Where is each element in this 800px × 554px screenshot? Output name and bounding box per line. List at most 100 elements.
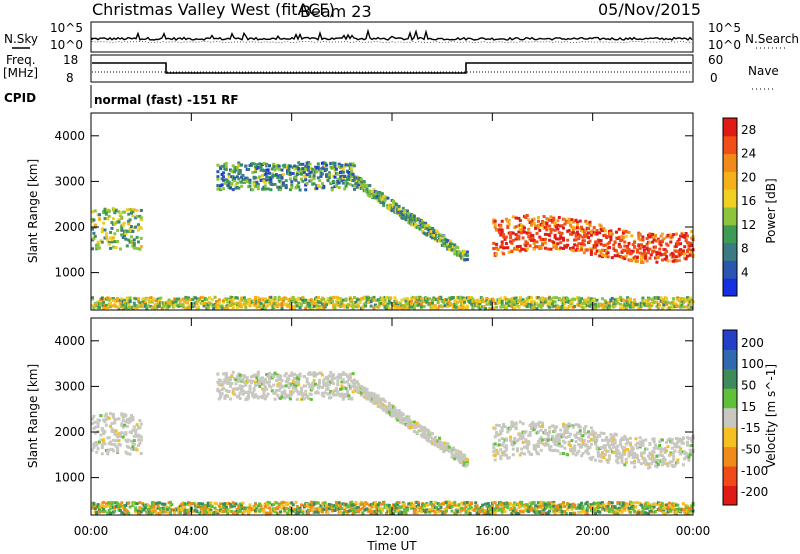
data-cell [584,305,588,309]
data-cell [658,444,662,447]
data-cell [120,215,124,219]
data-cell [344,179,348,183]
data-cell [520,301,524,305]
data-cell [111,414,115,418]
data-cell [543,300,547,304]
data-cell [128,300,132,304]
data-cell [369,296,373,300]
data-cell [138,506,142,510]
data-cell [334,184,338,188]
data-cell [315,304,319,308]
data-cell [580,445,584,449]
data-cell [113,240,117,244]
data-cell [340,384,344,388]
data-cell [268,380,271,384]
data-cell [222,299,225,303]
data-cell [617,242,621,246]
data-cell [637,244,641,248]
data-cell [206,501,210,505]
data-cell [113,232,117,236]
data-cell [308,303,312,307]
data-cell [658,453,662,457]
data-cell [251,170,255,174]
data-cell [269,298,273,302]
data-cell [683,245,687,249]
data-cell [651,302,655,306]
data-cell [602,227,606,231]
data-cell [511,238,515,242]
data-cell [326,179,330,183]
data-cell [525,305,529,308]
data-cell [530,220,533,224]
data-cell [111,297,115,301]
data-cell [217,504,221,508]
data-cell [435,229,439,233]
data-cell [514,237,518,241]
data-cell [531,233,535,237]
data-cell [601,438,604,442]
data-cell [262,303,266,307]
data-cell [528,231,532,235]
data-cell [230,182,234,185]
data-cell [286,503,290,507]
data-cell [610,232,614,236]
data-cell [638,306,642,310]
data-cell [408,305,412,309]
data-cell [334,167,338,171]
data-cell [131,428,135,432]
data-cell [320,392,324,396]
data-cell [365,183,369,187]
data-cell [130,239,133,243]
data-cell [465,463,469,467]
data-cell [422,430,426,434]
data-cell [365,390,369,394]
data-cell [150,503,154,507]
data-cell [330,188,334,192]
data-cell [110,442,114,446]
data-cell [521,247,525,251]
data-cell [293,376,297,380]
data-cell [184,511,188,515]
colorbar-tick-label: 28 [741,123,756,137]
data-cell [283,508,287,512]
data-cell [419,302,423,306]
data-cell [99,302,103,306]
data-cell [503,295,507,299]
data-cell [387,299,391,303]
data-cell [277,504,281,508]
data-cell [222,178,225,182]
data-cell [240,184,244,188]
data-cell [118,505,122,508]
data-cell [177,304,181,308]
data-cell [173,511,177,515]
data-cell [581,440,585,444]
data-cell [110,427,114,431]
data-cell [91,247,94,251]
data-cell [623,434,627,438]
freq-unit: [MHz] [3,66,38,80]
data-cell [677,254,681,258]
data-cell [258,175,262,179]
data-cell [500,219,504,223]
data-cell [325,167,329,171]
data-cell [308,174,312,178]
data-cell [571,249,575,253]
data-cell [294,384,298,388]
data-cell [496,452,500,455]
data-cell [114,305,118,309]
data-cell [290,371,294,375]
data-cell [652,300,656,304]
data-cell [222,372,225,376]
data-cell [116,297,120,301]
data-cell [493,427,497,431]
data-cell [120,501,124,505]
data-cell [294,300,298,304]
cpid-value: normal (fast) -151 RF [94,93,239,107]
data-cell [673,442,677,446]
data-cell [539,300,543,304]
data-cell [414,423,418,427]
data-cell [516,247,519,251]
data-cell [301,167,305,171]
data-cell [465,458,469,462]
data-cell [492,306,496,310]
